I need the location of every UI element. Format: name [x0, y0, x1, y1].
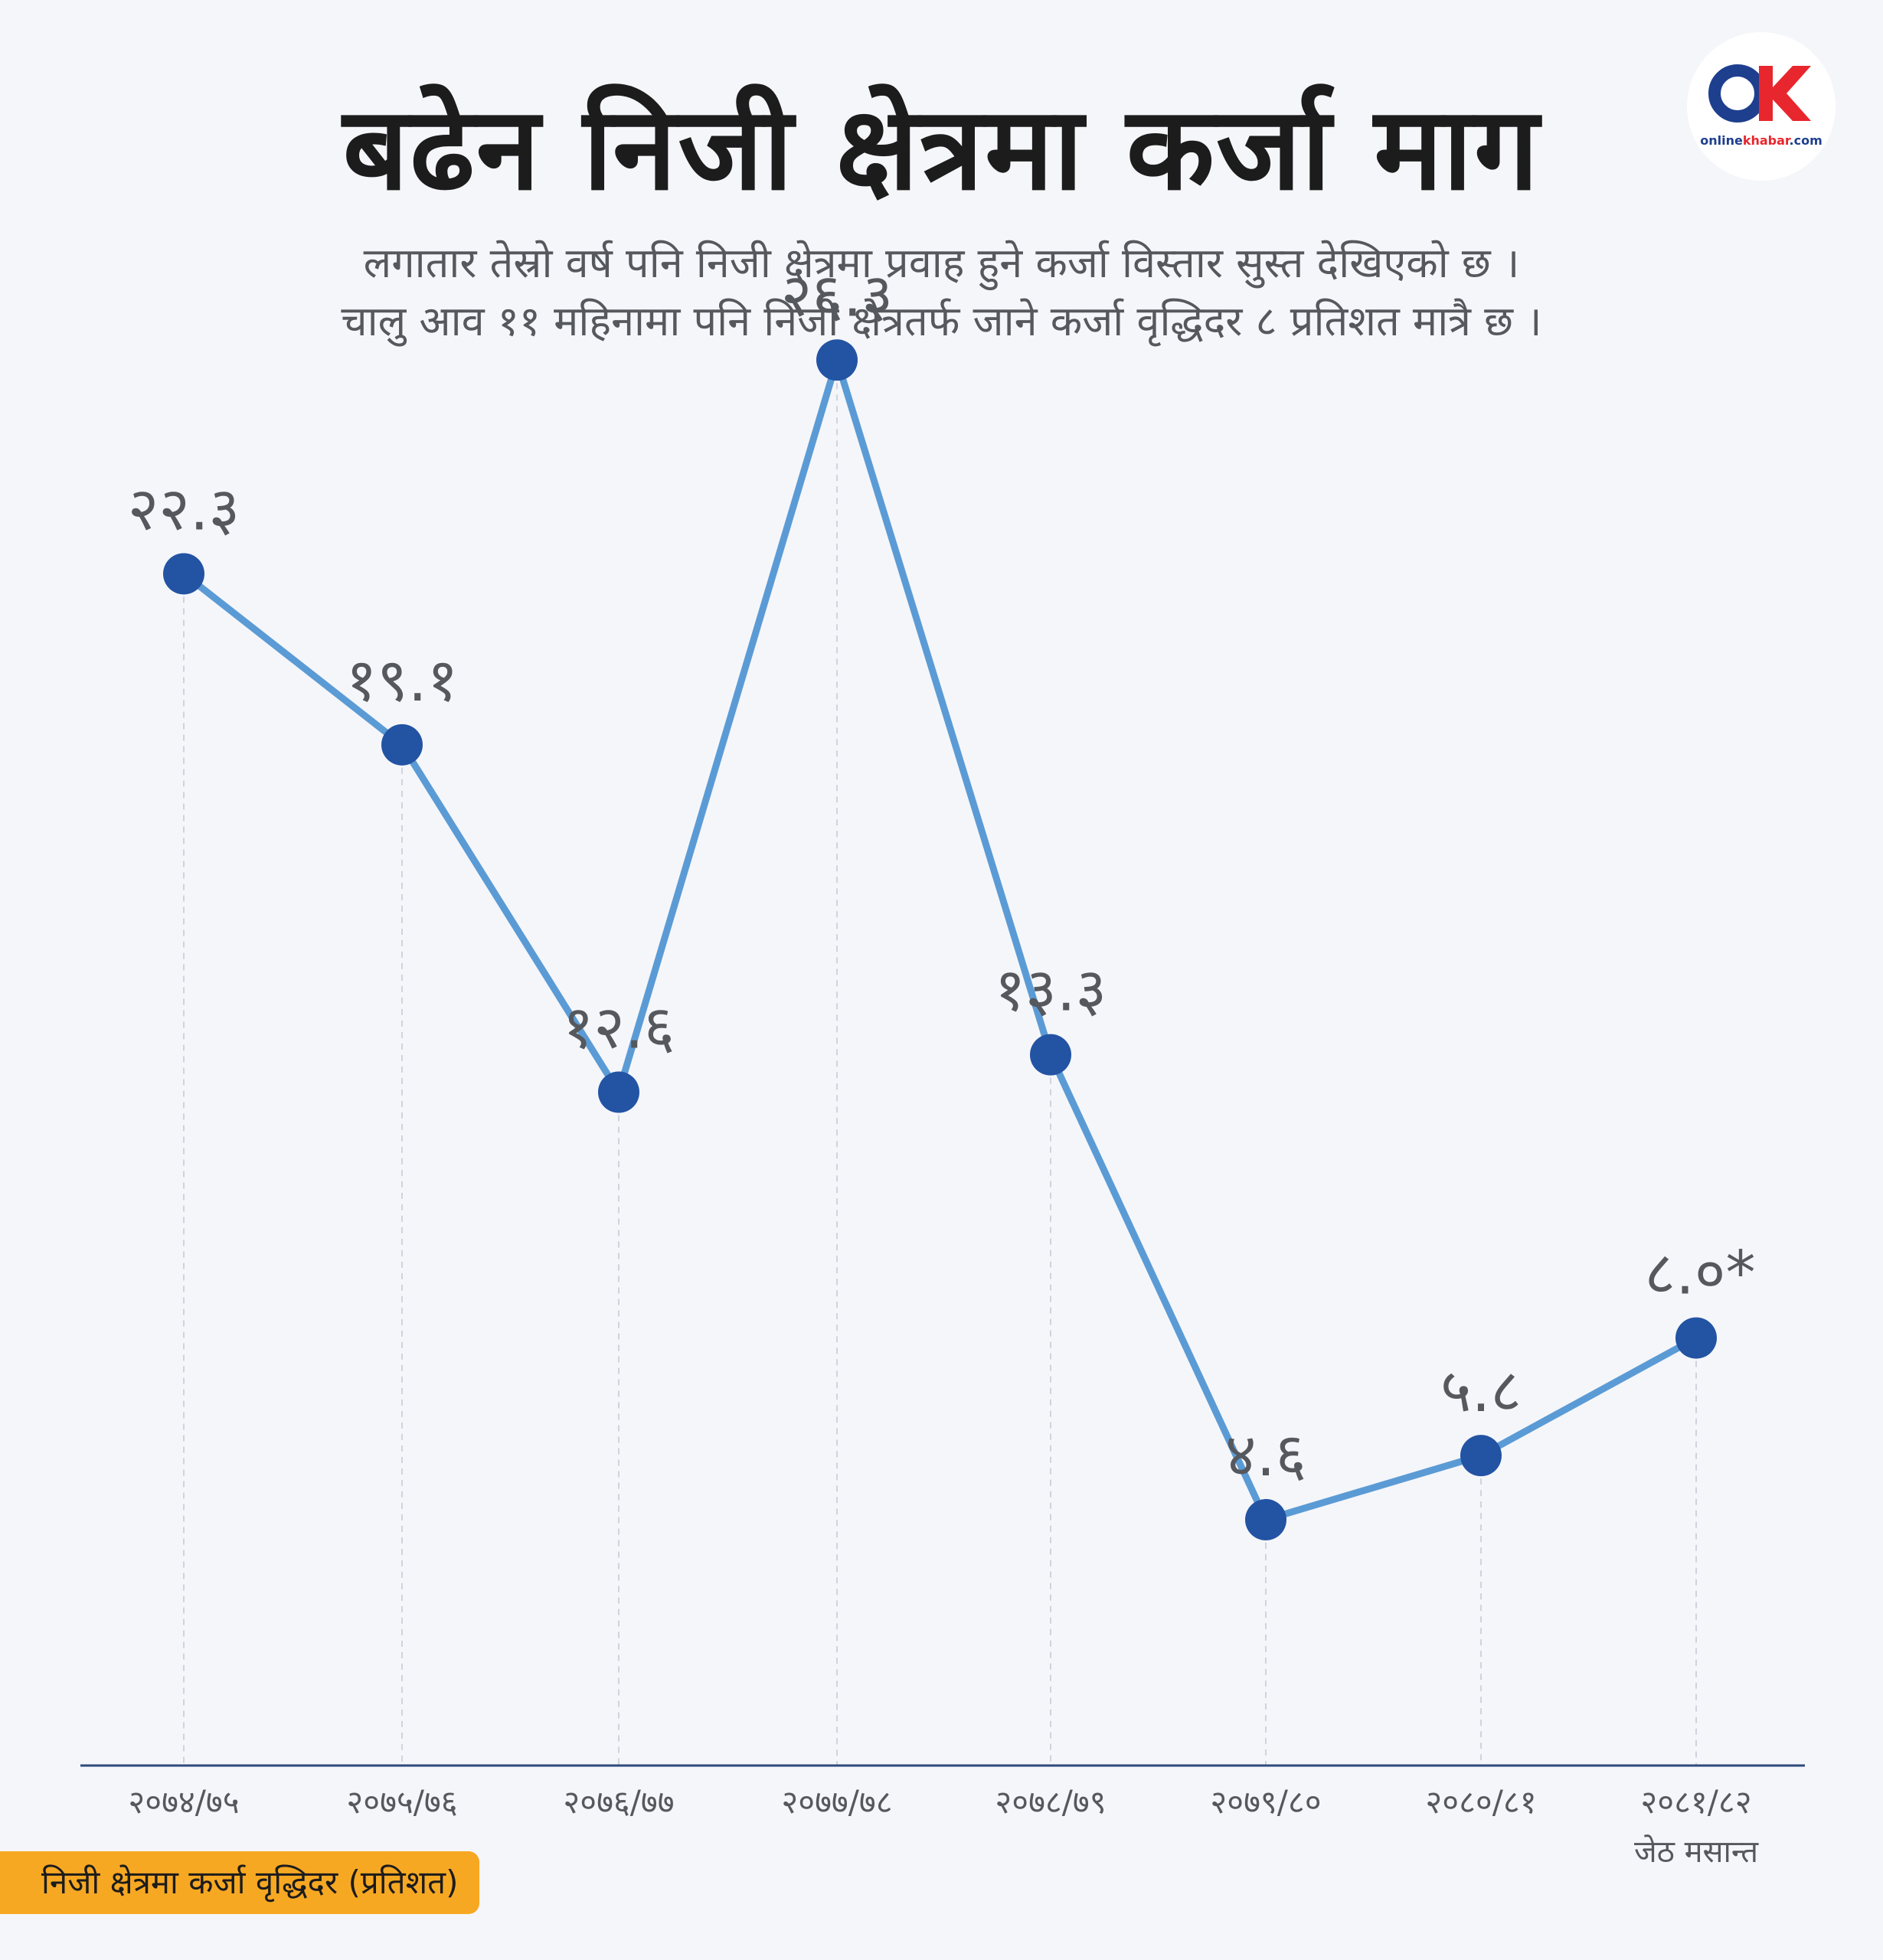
data-point	[598, 1071, 639, 1113]
x-tick-sublabel: जेठ मसान्त	[1634, 1834, 1759, 1870]
data-label: ४.६	[1225, 1421, 1306, 1490]
data-label: २२.३	[128, 475, 240, 544]
x-tick-label: २०७७/७८	[781, 1783, 892, 1821]
logo-text-suffix: .com	[1789, 133, 1823, 148]
data-point	[381, 724, 423, 766]
data-labels: २२.३ १९.१ १२.६ २६.३ १३.३ ४.६ ५.८ ८.०*	[128, 261, 1756, 1490]
x-tick-label: २०७५/७६	[346, 1783, 457, 1821]
ok-logo-icon	[1708, 64, 1811, 122]
data-label: २६.३	[781, 261, 893, 330]
x-tick-labels: २०७४/७५ २०७५/७६ २०७६/७७ २०७७/७८ २०७८/७९ २०७९/…	[128, 1783, 1759, 1870]
x-tick-label: २०८१/८२	[1640, 1783, 1751, 1821]
onlinekhabar-logo: onlinekhabar.com	[1687, 32, 1836, 181]
data-point	[1030, 1034, 1071, 1076]
legend-label: निजी क्षेत्रमा कर्जा वृद्धिदर (प्रतिशत)	[0, 1851, 480, 1914]
logo-text-main: online	[1700, 133, 1743, 148]
data-point	[1675, 1317, 1717, 1359]
data-label: ८.०*	[1645, 1240, 1756, 1308]
logo-wordmark: onlinekhabar.com	[1687, 133, 1836, 148]
data-point	[1245, 1498, 1286, 1540]
data-label: १३.३	[995, 956, 1107, 1025]
data-point	[816, 339, 858, 381]
logo-text-accent: khabar	[1742, 133, 1790, 148]
page-title: बढेन निजी क्षेत्रमा कर्जा माग	[342, 83, 1541, 216]
subtitle-line-2: चालु आव ११ महिनामा पनि निजी क्षेत्रतर्फ …	[341, 297, 1542, 345]
x-tick-label: २०७८/७९	[995, 1783, 1106, 1821]
data-label: १२.६	[563, 994, 675, 1063]
series-line	[181, 356, 1698, 1524]
data-label: ५.८	[1440, 1357, 1522, 1426]
subtitle: लगातार तेस्रो वर्ष पनि निजी क्षेत्रमा प्…	[0, 234, 1883, 351]
x-tick-label: २०७४/७५	[128, 1783, 239, 1821]
data-point	[1460, 1435, 1502, 1477]
subtitle-line-1: लगातार तेस्रो वर्ष पनि निजी क्षेत्रमा प्…	[363, 239, 1520, 287]
x-tick-label: २०८०/८१	[1425, 1783, 1536, 1821]
x-tick-label: २०७९/८०	[1210, 1783, 1321, 1821]
data-points	[163, 339, 1717, 1540]
x-tick-label: २०७६/७७	[563, 1783, 674, 1821]
grid-lines	[183, 360, 1697, 1766]
data-point	[163, 553, 204, 595]
data-label: १९.१	[346, 646, 458, 715]
